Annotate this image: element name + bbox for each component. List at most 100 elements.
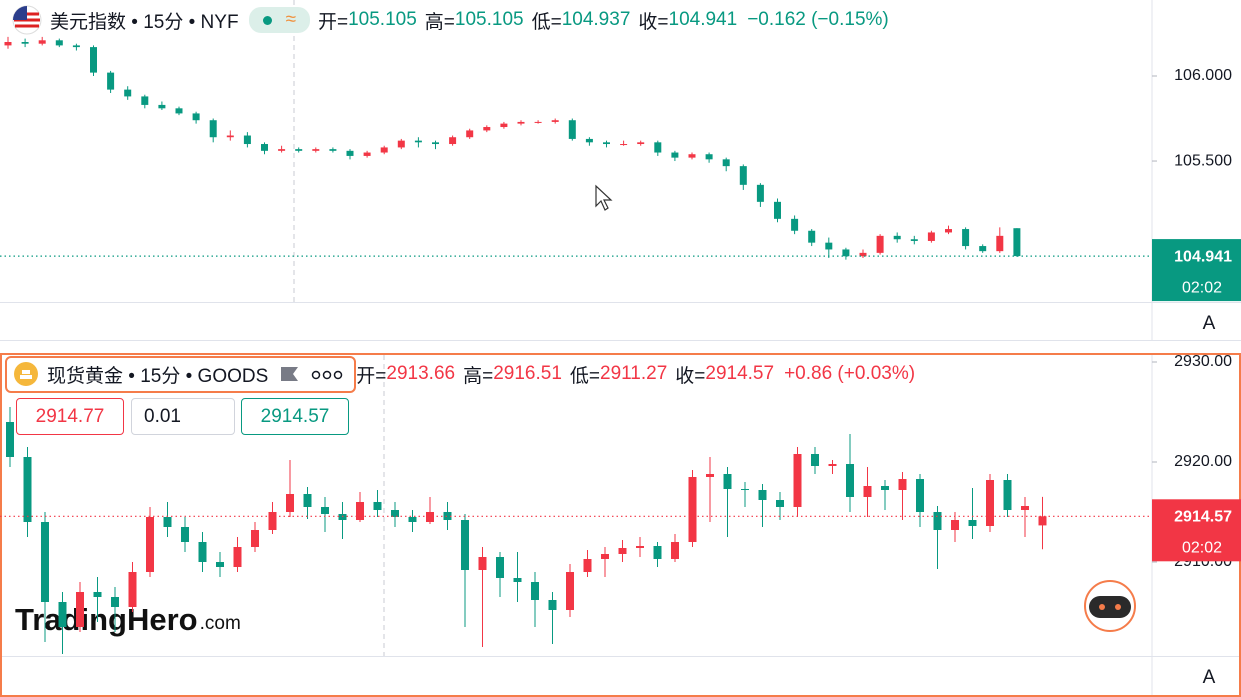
auto-scale-button[interactable]: A <box>1203 667 1216 688</box>
quote-box[interactable]: 2914.57 <box>241 398 349 435</box>
candle-body <box>793 454 802 507</box>
more-button[interactable] <box>310 364 346 384</box>
candle-body <box>517 121 525 124</box>
candle-body <box>863 486 872 497</box>
gold-icon <box>14 362 38 386</box>
candle-body <box>303 494 312 507</box>
quote-box[interactable]: 2914.77 <box>16 398 124 435</box>
last-price-label: 104.941 <box>1174 248 1232 265</box>
auto-scale-button[interactable]: A <box>1203 313 1216 334</box>
candle-body <box>216 562 224 567</box>
ohlc-label: 高= <box>424 11 455 33</box>
candle-body <box>76 592 84 627</box>
status-icon: ≈ <box>285 9 296 30</box>
watermark-domain: .com <box>200 613 241 634</box>
candle-body <box>828 464 837 466</box>
ohlc-label: 低= <box>569 365 600 387</box>
candle-body <box>671 542 679 559</box>
candle-body <box>705 154 713 160</box>
candle-body <box>198 542 207 562</box>
candle-body <box>722 159 730 167</box>
candle-body <box>758 490 767 500</box>
watermark-brand: TradingHero <box>15 602 198 637</box>
candle-body <box>6 422 14 457</box>
status-pill[interactable]: ≈ <box>248 7 310 33</box>
ohlc-label: 开= <box>356 365 387 387</box>
candle-body <box>1013 228 1021 257</box>
ohlc-label: 收= <box>638 11 669 33</box>
candle-body <box>23 457 32 522</box>
assistant-eye <box>1115 604 1121 610</box>
candle-body <box>432 142 439 145</box>
candle-body <box>363 152 371 156</box>
candle-body <box>466 130 474 138</box>
assistant-eye <box>1099 604 1105 610</box>
ohlc-value: 105.105 <box>454 9 524 30</box>
candle-body <box>620 144 628 146</box>
candle-body <box>93 592 102 597</box>
candle-body <box>146 517 154 572</box>
candle-body <box>1021 506 1029 510</box>
candle-body <box>295 149 303 151</box>
candle-body <box>461 520 469 570</box>
candle-body <box>483 127 491 131</box>
candle-body <box>243 135 251 145</box>
countdown-label: 02:02 <box>1182 279 1222 296</box>
candle-body <box>531 582 539 600</box>
assistant-button[interactable] <box>1084 580 1136 632</box>
candle-body <box>233 547 242 567</box>
flag-button[interactable] <box>278 364 302 384</box>
ohlc-value: 2913.66 <box>386 363 456 384</box>
candle-body <box>566 572 574 610</box>
candle-body <box>72 45 80 48</box>
assistant-face <box>1089 596 1131 618</box>
candle-body <box>124 89 132 97</box>
candle-body <box>391 510 399 517</box>
ohlc-value: 2914.57 <box>705 363 775 384</box>
ohlc-value: 104.941 <box>668 9 738 30</box>
candle-body <box>128 572 137 607</box>
candle-body <box>286 494 294 512</box>
candle-body <box>927 232 935 241</box>
countdown-label: 02:02 <box>1182 540 1222 557</box>
candle-body <box>881 486 889 490</box>
candle-body <box>408 517 417 522</box>
candle-body <box>842 249 850 257</box>
candle-body <box>756 184 764 202</box>
candle-body <box>338 514 347 520</box>
candle-body <box>268 512 277 530</box>
candle-body <box>181 527 189 542</box>
candle-body <box>916 479 924 512</box>
candle-body <box>825 242 833 250</box>
candle-body <box>791 218 799 231</box>
candle-body <box>356 502 364 520</box>
candle-body <box>653 546 662 559</box>
legend: 美元指数 • 15分 • NYF ≈ 开= 105.105 高= 105.105 低= 1… <box>12 5 889 35</box>
candle-body <box>996 235 1004 252</box>
ohlc-label: 高= <box>463 365 494 387</box>
candle-body <box>443 512 452 520</box>
ohlc-label: 低= <box>531 11 562 33</box>
candle-body <box>192 113 200 121</box>
candle-body <box>876 235 884 253</box>
candle-body <box>397 140 405 148</box>
candle-body <box>910 239 918 241</box>
candle-body <box>933 512 942 530</box>
candle-body <box>414 140 422 143</box>
candle-body <box>346 150 354 156</box>
candle-body <box>534 121 542 123</box>
symbol-box[interactable]: 现货黄金 • 15分 • GOODS <box>5 355 357 393</box>
candle-body <box>4 42 12 46</box>
candle-body <box>568 120 576 139</box>
y-tick-label: 2930.00 <box>1174 353 1232 370</box>
candle-body <box>688 477 697 542</box>
candle-body <box>1038 516 1047 526</box>
candle-body <box>58 602 67 627</box>
quote-box[interactable]: 0.01 <box>131 398 235 435</box>
candle-body <box>776 500 784 507</box>
candle-body <box>654 142 662 153</box>
candle-body <box>163 517 172 527</box>
last-price-label: 2914.57 <box>1174 509 1232 526</box>
candle-body <box>859 252 867 257</box>
